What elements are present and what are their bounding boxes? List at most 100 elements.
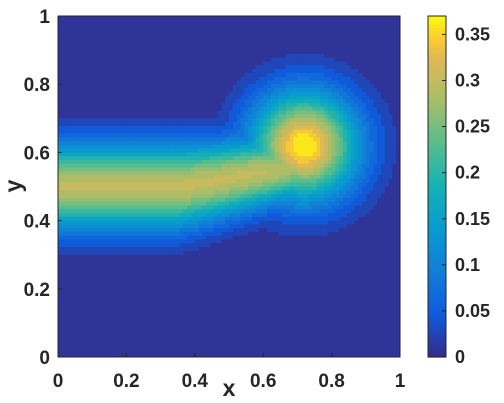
- contour-cell: [88, 144, 93, 150]
- contour-cell: [308, 220, 314, 225]
- contour-cell: [69, 72, 74, 78]
- contour-cell: [92, 209, 97, 214]
- contour-cell: [248, 182, 253, 188]
- contour-cell: [149, 141, 154, 146]
- contour-cell: [198, 182, 203, 188]
- contour-cell: [58, 80, 63, 85]
- contour-cell: [251, 50, 257, 55]
- contour-cell: [327, 148, 333, 153]
- contour-cell: [65, 69, 70, 74]
- contour-cell: [194, 178, 200, 184]
- contour-cell: [153, 16, 158, 21]
- contour-cell: [194, 38, 200, 44]
- contour-cell: [194, 23, 200, 28]
- contour-cell: [282, 95, 287, 100]
- contour-cell: [145, 205, 150, 210]
- contour-cell: [206, 163, 211, 169]
- contour-cell: [73, 197, 78, 203]
- contour-cell: [297, 95, 302, 100]
- contour-cell: [324, 23, 329, 28]
- contour-cell: [244, 137, 249, 142]
- contour-cell: [373, 34, 378, 40]
- contour-cell: [137, 27, 143, 32]
- contour-cell: [61, 182, 67, 188]
- contour-cell: [145, 167, 150, 172]
- contour-cell: [92, 156, 97, 161]
- contour-cell: [61, 53, 67, 59]
- contour-cell: [111, 141, 116, 146]
- contour-cell: [297, 182, 302, 188]
- contour-cell: [365, 197, 371, 203]
- contour-cell: [141, 201, 146, 207]
- contour-cell: [145, 152, 150, 157]
- contour-cell: [339, 69, 344, 74]
- contour-cell: [77, 175, 82, 180]
- contour-cell: [73, 178, 78, 184]
- contour-cell: [164, 106, 169, 112]
- contour-cell: [244, 38, 249, 44]
- contour-cell: [289, 114, 295, 119]
- contour-cell: [153, 201, 158, 207]
- contour-cell: [305, 16, 310, 21]
- contour-cell: [308, 163, 314, 169]
- contour-cell: [115, 209, 120, 214]
- contour-cell: [267, 125, 272, 131]
- contour-cell: [217, 27, 222, 32]
- contour-cell: [206, 103, 211, 108]
- contour-cell: [73, 23, 78, 28]
- contour-cell: [202, 106, 207, 112]
- contour-cell: [179, 27, 184, 32]
- contour-cell: [331, 171, 336, 176]
- contour-cell: [179, 209, 184, 214]
- contour-cell: [149, 114, 154, 119]
- contour-cell: [286, 144, 291, 150]
- contour-cell: [335, 220, 340, 225]
- contour-cell: [373, 118, 378, 123]
- contour-cell: [145, 87, 150, 93]
- contour-cell: [286, 50, 291, 55]
- contour-cell: [369, 182, 374, 188]
- contour-cell: [286, 125, 291, 131]
- contour-cell: [73, 186, 78, 191]
- contour-cell: [137, 106, 143, 112]
- contour-cell: [324, 171, 329, 176]
- contour-cell: [229, 80, 234, 85]
- contour-cell: [221, 19, 226, 25]
- contour-cell: [137, 23, 143, 28]
- contour-cell: [107, 194, 112, 199]
- contour-cell: [327, 118, 333, 123]
- contour-cell: [384, 125, 390, 131]
- contour-cell: [251, 209, 257, 214]
- contour-cell: [259, 80, 264, 85]
- contour-cell: [111, 205, 116, 210]
- contour-cell: [115, 27, 120, 32]
- contour-cell: [282, 216, 287, 222]
- contour-cell: [84, 141, 89, 146]
- contour-cell: [293, 84, 298, 89]
- contour-cell: [339, 42, 344, 47]
- contour-cell: [61, 106, 67, 112]
- contour-cell: [92, 197, 97, 203]
- contour-cell: [263, 125, 268, 131]
- contour-cell: [384, 31, 390, 36]
- contour-cell: [270, 19, 276, 25]
- contour-cell: [122, 167, 127, 172]
- contour-cell: [308, 114, 314, 119]
- contour-cell: [324, 159, 329, 165]
- contour-cell: [103, 190, 108, 195]
- contour-cell: [107, 220, 112, 225]
- contour-cell: [202, 163, 207, 169]
- contour-cell: [65, 224, 70, 229]
- contour-cell: [61, 194, 67, 199]
- contour-cell: [103, 53, 108, 59]
- contour-cell: [221, 69, 226, 74]
- contour-cell: [122, 69, 127, 74]
- contour-cell: [354, 95, 359, 100]
- contour-cell: [122, 23, 127, 28]
- contour-cell: [335, 129, 340, 135]
- contour-cell: [187, 167, 192, 172]
- contour-cell: [305, 178, 310, 184]
- contour-cell: [286, 171, 291, 176]
- contour-cell: [126, 110, 131, 116]
- contour-cell: [240, 171, 245, 176]
